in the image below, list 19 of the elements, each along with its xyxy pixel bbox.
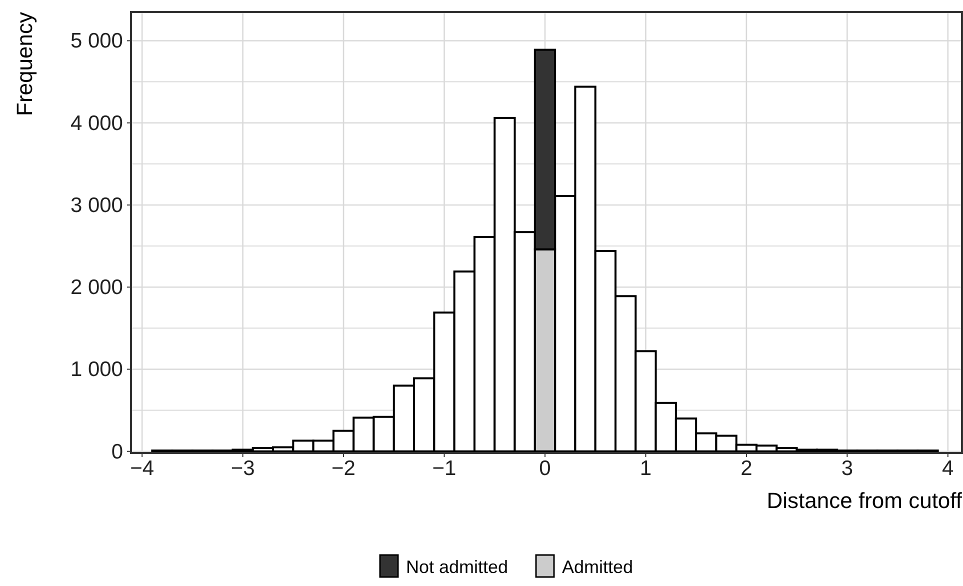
x-tick-label: −2 [332,457,356,480]
y-tick-label: 3 000 [70,194,123,217]
x-tick-label: −3 [230,457,255,480]
y-tick-label: 2 000 [70,276,123,300]
y-tick-label: 0 [111,440,123,464]
x-tick-label: 4 [942,457,954,480]
y-tick-label: 5 000 [70,30,123,53]
y-axis-title: Frequency [12,12,37,116]
legend-label: Not admitted [406,557,508,577]
x-tick-label: 3 [841,457,854,480]
x-tick-label: 0 [539,457,551,480]
y-tick-label: 4 000 [70,112,123,135]
x-tick-label: −4 [130,457,154,480]
y-tick-label: 1 000 [70,358,123,382]
x-tick-label: −1 [432,457,456,480]
x-tick-label: 1 [640,457,652,480]
x-axis-title: Distance from cutoff [766,488,963,513]
legend-label: Admitted [562,557,634,577]
x-tick-label: 2 [740,457,752,480]
